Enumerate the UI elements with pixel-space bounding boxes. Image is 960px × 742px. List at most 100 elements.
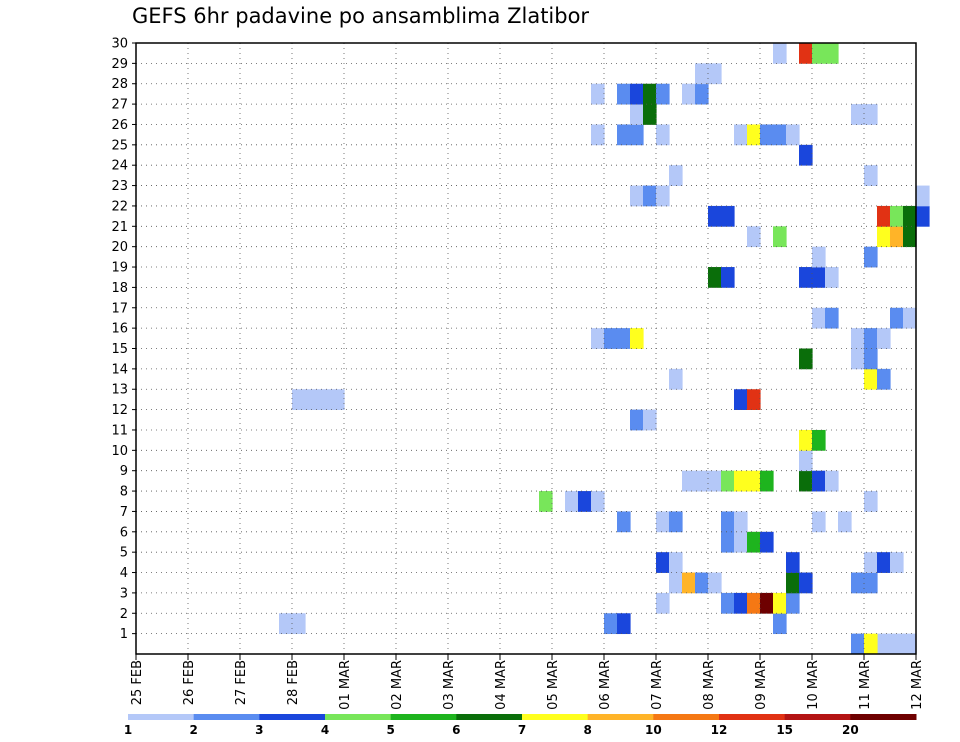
y-tick-label: 18 (111, 281, 128, 296)
heatmap-cell (279, 613, 293, 635)
x-tick-label: 12 MAR (910, 660, 925, 710)
heatmap-cell (812, 267, 826, 288)
heatmap-cell (890, 552, 904, 573)
heatmap-cell (877, 226, 891, 248)
heatmap-cell (825, 43, 839, 64)
heatmap-cell (734, 592, 748, 614)
heatmap-cell (643, 185, 657, 207)
heatmap-cell (734, 389, 748, 410)
heatmap-cell (864, 328, 878, 349)
colorbar-label: 10 (645, 723, 662, 737)
heatmap-cell (695, 83, 709, 105)
heatmap-cell (877, 552, 891, 573)
y-tick-label: 5 (120, 546, 128, 561)
heatmap-cell (734, 531, 748, 553)
heatmap-cell (799, 144, 813, 166)
heatmap-cell (643, 83, 657, 105)
heatmap-cell (656, 124, 670, 146)
heatmap-cell (799, 572, 813, 594)
heatmap-cell (617, 328, 631, 349)
x-tick-label: 05 MAR (546, 660, 561, 710)
heatmap-cell (630, 124, 644, 146)
x-tick-label: 25 FEB (130, 660, 145, 705)
heatmap-cell (630, 409, 644, 431)
heatmap-cell (734, 511, 748, 533)
heatmap-cell (630, 328, 644, 349)
heatmap-cell (760, 592, 774, 614)
heatmap-cell (747, 389, 761, 410)
heatmap-cell (539, 491, 553, 512)
heatmap-cell (331, 389, 345, 410)
heatmap-cell (864, 246, 878, 268)
y-tick-label: 23 (111, 179, 128, 194)
heatmap-cell (851, 572, 865, 594)
y-tick-label: 17 (111, 301, 128, 316)
heatmap-cell (864, 368, 878, 390)
y-tick-label: 25 (111, 138, 128, 153)
heatmap-cell (669, 572, 683, 594)
y-tick-label: 30 (111, 37, 128, 52)
y-tick-label: 28 (111, 77, 128, 92)
x-tick-label: 08 MAR (702, 660, 717, 710)
heatmap-cell (864, 552, 878, 573)
heatmap-cell (812, 429, 826, 451)
heatmap-cell (292, 389, 306, 410)
x-tick-label: 01 MAR (338, 660, 353, 710)
heatmap-cell (799, 348, 813, 370)
heatmap-cell (682, 83, 696, 105)
heatmap-cell (747, 226, 761, 248)
chart-title: GEFS 6hr padavine po ansamblima Zlatibor (132, 4, 590, 28)
heatmap-cell (799, 43, 813, 64)
heatmap-cell (903, 205, 917, 227)
heatmap-cell (630, 104, 644, 125)
heatmap-cell (617, 613, 631, 635)
heatmap-cell (669, 552, 683, 573)
y-tick-label: 14 (111, 362, 128, 377)
heatmap-cell (812, 307, 826, 329)
heatmap-cell (591, 124, 605, 146)
heatmap-cell (708, 267, 722, 288)
colorbar-label: 3 (255, 723, 263, 737)
y-tick-label: 13 (111, 383, 128, 398)
heatmap-cell (799, 470, 813, 492)
y-tick-label: 20 (111, 240, 128, 255)
x-tick-label: 04 MAR (494, 660, 509, 710)
heatmap-cell (708, 572, 722, 594)
heatmap-cell (890, 307, 904, 329)
y-tick-label: 2 (120, 607, 128, 622)
heatmap-cell (825, 267, 839, 288)
heatmap-cell (591, 83, 605, 105)
heatmap-cell (903, 633, 917, 655)
heatmap-cell (656, 185, 670, 207)
y-tick-label: 29 (111, 57, 128, 72)
heatmap-cell (877, 328, 891, 349)
heatmap-cell (851, 348, 865, 370)
y-tick-label: 11 (111, 423, 128, 438)
heatmap-cell (734, 470, 748, 492)
heatmap-cell (721, 531, 735, 553)
colorbar-swatch (325, 714, 392, 720)
y-tick-label: 27 (111, 98, 128, 113)
heatmap-cell (695, 63, 709, 85)
heatmap-cell (721, 267, 735, 288)
heatmap-cell (812, 43, 826, 64)
heatmap-cell (643, 409, 657, 431)
heatmap-cell (760, 470, 774, 492)
heatmap-cell (318, 389, 332, 410)
colorbar-label: 5 (386, 723, 394, 737)
heatmap-cell (812, 246, 826, 268)
colorbar-swatch (456, 714, 523, 720)
heatmap-cell (708, 205, 722, 227)
x-tick-label: 11 MAR (858, 660, 873, 710)
heatmap-cell (656, 552, 670, 573)
heatmap-cell (864, 165, 878, 186)
heatmap-cell (682, 572, 696, 594)
y-tick-label: 7 (120, 505, 128, 520)
heatmap-cell (786, 552, 800, 573)
colorbar-label: 1 (124, 723, 132, 737)
heatmap-cell (825, 470, 839, 492)
heatmap-cell (786, 592, 800, 614)
x-tick-label: 09 MAR (754, 660, 769, 710)
heatmap-cell (799, 450, 813, 472)
